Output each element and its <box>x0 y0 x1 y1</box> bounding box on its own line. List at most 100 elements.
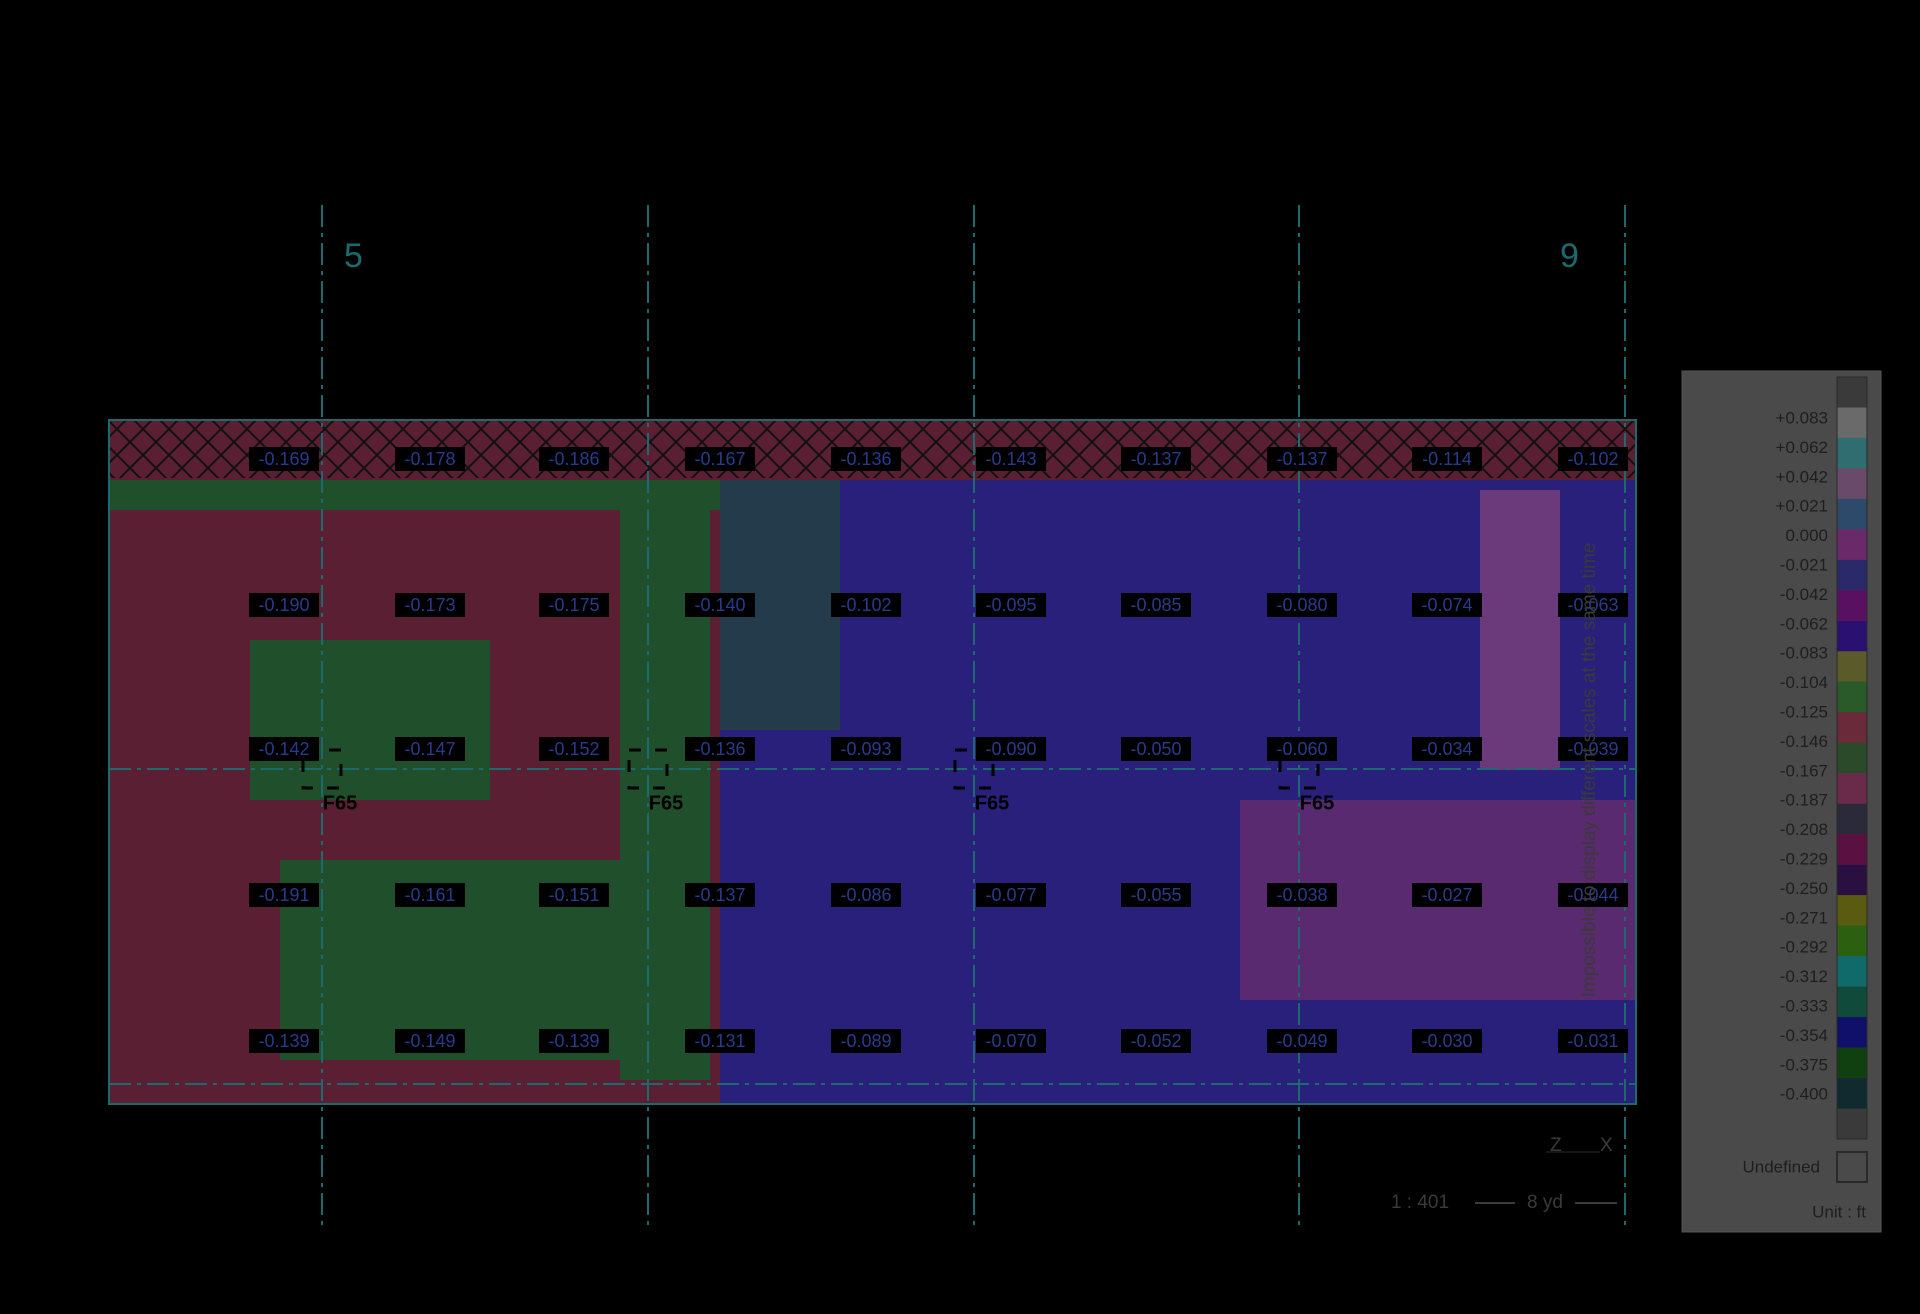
legend-label: -0.167 <box>1780 761 1828 780</box>
measurement: -0.143 <box>985 449 1036 469</box>
legend-label: -0.208 <box>1780 820 1828 839</box>
value-box <box>1267 1029 1337 1053</box>
measurement: -0.169 <box>258 449 309 469</box>
legend-swatch <box>1837 712 1867 743</box>
legend-swatch <box>1837 803 1867 835</box>
measurement: -0.055 <box>1130 885 1181 905</box>
measurement: -0.131 <box>694 1031 745 1051</box>
measurement: -0.137 <box>1276 449 1327 469</box>
value-box <box>395 447 465 471</box>
measurement: -0.095 <box>985 595 1036 615</box>
value-box <box>976 1029 1046 1053</box>
value-box <box>1558 447 1628 471</box>
measurement: -0.063 <box>1567 595 1618 615</box>
legend-label: -0.042 <box>1780 585 1828 604</box>
measurement: -0.139 <box>548 1031 599 1051</box>
heatmap <box>109 420 1636 1104</box>
measurement: -0.070 <box>985 1031 1036 1051</box>
measurement: -0.031 <box>1567 1031 1618 1051</box>
legend-swatch <box>1837 1078 1867 1109</box>
legend-label: -0.292 <box>1780 938 1828 957</box>
measurement: -0.137 <box>1130 449 1181 469</box>
legend-swatch <box>1837 895 1867 926</box>
grid-axis-label: 9 <box>1560 237 1579 275</box>
value-box <box>539 737 609 761</box>
measurement: -0.089 <box>840 1031 891 1051</box>
measurement: -0.074 <box>1421 595 1472 615</box>
column-label: F65 <box>1300 792 1334 814</box>
legend-swatch <box>1837 407 1867 438</box>
measurement: -0.151 <box>548 885 599 905</box>
legend-swatch <box>1837 651 1867 682</box>
legend-swatch <box>1837 498 1867 530</box>
value-box <box>831 593 901 617</box>
value-box <box>685 447 755 471</box>
column-label: F65 <box>649 792 683 814</box>
measurement: -0.142 <box>258 739 309 759</box>
legend-swatch <box>1837 1017 1867 1048</box>
scale-label-bg <box>1515 1190 1575 1216</box>
measurement: -0.149 <box>404 1031 455 1051</box>
value-box <box>1121 447 1191 471</box>
value-box <box>685 883 755 907</box>
value-box <box>976 737 1046 761</box>
measurement: -0.178 <box>404 449 455 469</box>
legend-label: +0.021 <box>1776 497 1828 516</box>
measurement: -0.102 <box>1567 449 1618 469</box>
value-box <box>539 883 609 907</box>
value-box <box>1121 1029 1191 1053</box>
legend-label: +0.083 <box>1776 408 1828 427</box>
column-marker <box>1278 748 1320 790</box>
column-label: F65 <box>975 792 1009 814</box>
legend-label: -0.354 <box>1780 1026 1828 1045</box>
value-box <box>831 737 901 761</box>
value-box <box>1412 883 1482 907</box>
value-box <box>395 883 465 907</box>
value-box <box>1121 883 1191 907</box>
legend-swatch <box>1837 437 1867 469</box>
value-box <box>1412 737 1482 761</box>
measurement: -0.139 <box>258 1031 309 1051</box>
measurement: -0.147 <box>404 739 455 759</box>
value-box <box>1412 447 1482 471</box>
legend-swatch <box>1837 864 1867 896</box>
grid-axis-label: 5 <box>344 237 363 275</box>
legend-label: -0.333 <box>1780 996 1828 1015</box>
value-box <box>395 737 465 761</box>
gizmo-label: X <box>1600 1135 1613 1156</box>
measurement: -0.077 <box>985 885 1036 905</box>
legend-swatch <box>1837 1108 1867 1139</box>
legend-unit: Unit : ft <box>1812 1202 1866 1221</box>
measurement: -0.173 <box>404 595 455 615</box>
measurement: -0.038 <box>1276 885 1327 905</box>
legend-label: -0.250 <box>1780 879 1828 898</box>
measurement: -0.186 <box>548 449 599 469</box>
legend-label: -0.083 <box>1780 644 1828 663</box>
legend-swatch <box>1837 377 1867 408</box>
legend-swatch <box>1837 1047 1867 1079</box>
value-box <box>249 883 319 907</box>
frame <box>108 419 1637 1105</box>
measurement: -0.052 <box>1130 1031 1181 1051</box>
legend-swatch <box>1837 986 1867 1018</box>
legend-label: 0.000 <box>1785 526 1828 545</box>
value-box <box>395 593 465 617</box>
value-box <box>976 447 1046 471</box>
value-box <box>1121 737 1191 761</box>
measurement: -0.190 <box>258 595 309 615</box>
value-box <box>249 447 319 471</box>
value-box <box>1121 593 1191 617</box>
value-box <box>831 447 901 471</box>
legend-swatch <box>1837 620 1867 652</box>
legend-swatch <box>1837 956 1867 987</box>
measurement: -0.140 <box>694 595 745 615</box>
value-box <box>249 593 319 617</box>
gizmo-label: Z <box>1550 1135 1562 1156</box>
measurement: -0.030 <box>1421 1031 1472 1051</box>
value-box <box>395 1029 465 1053</box>
legend-label: -0.021 <box>1780 555 1828 574</box>
value-box <box>539 1029 609 1053</box>
measurement: -0.044 <box>1567 885 1618 905</box>
measurement: -0.086 <box>840 885 891 905</box>
measurement: -0.175 <box>548 595 599 615</box>
